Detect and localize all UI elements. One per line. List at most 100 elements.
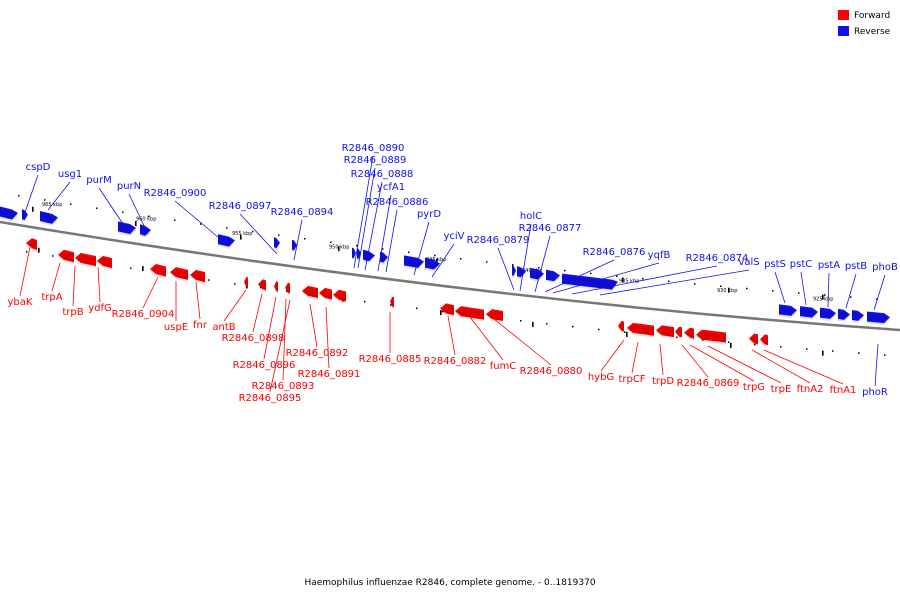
scale-dot [434, 254, 436, 257]
gene-arrow-shadow [749, 335, 758, 347]
gene-label-usg1: usg1 [58, 169, 82, 180]
gene-arrow-shadow [274, 283, 278, 294]
forward-gene-arrow [486, 309, 503, 322]
scale-tick [436, 258, 438, 264]
leader-line [431, 243, 455, 278]
gene-arrow-shadow [357, 250, 361, 261]
scale-tick [626, 331, 628, 337]
scale-dot [772, 290, 774, 292]
gene-label-r2846-0876: R2846_0876 [583, 247, 646, 258]
leader-line [827, 272, 830, 308]
gene-label-r2846-0897: R2846_0897 [209, 201, 272, 212]
reverse-gene-arrow [800, 306, 818, 318]
gene-arrow-shadow [302, 287, 318, 300]
scale-dot [564, 269, 566, 272]
scale-tick [728, 287, 730, 293]
gene-label-yqfb: yqfB [648, 250, 671, 261]
gene-label-phor: phoR [862, 387, 888, 398]
gene-arrow-shadow [517, 268, 526, 280]
scale-tick [730, 342, 732, 348]
leader-line [774, 271, 786, 304]
leader-line [239, 213, 278, 255]
scale-tick [822, 294, 824, 300]
gene-arrows [0, 206, 890, 348]
leader-line [493, 318, 552, 366]
scale-dot [876, 298, 878, 300]
forward-gene-arrow [749, 333, 758, 345]
leader-line [800, 271, 807, 306]
legend-reverse-label: Reverse [854, 27, 891, 37]
forward-gene-arrow [319, 287, 332, 300]
gene-arrow-shadow [26, 240, 37, 252]
gene-arrow-shadow [75, 254, 96, 269]
gene-arrow-shadow [244, 278, 248, 290]
gene-arrow-shadow [150, 266, 166, 279]
forward-gene-arrow [58, 249, 74, 263]
scale-dot [676, 336, 678, 339]
gene-label-r2846-0891: R2846_0891 [298, 369, 361, 380]
gene-arrow-shadow [684, 329, 694, 341]
scale-dot [538, 267, 540, 269]
legend-forward-swatch [838, 10, 849, 20]
gene-arrow-shadow [285, 284, 290, 296]
gene-arrow-shadow [404, 257, 424, 270]
legend-reverse-swatch [838, 26, 849, 36]
gene-label-r2846-0869: R2846_0869 [677, 378, 740, 389]
gene-arrow-shadow [190, 271, 205, 285]
scale-dot [486, 261, 488, 263]
gene-label-hybg: hybG [588, 372, 614, 383]
leader-line [659, 343, 664, 376]
forward-gene-arrow [75, 252, 96, 267]
gene-arrow-shadow [363, 251, 375, 264]
gene-label-r2846-0877: R2846_0877 [519, 223, 582, 234]
gene-arrow-shadow [258, 281, 266, 293]
scale-dot [572, 325, 574, 328]
leader-line [51, 262, 61, 292]
gene-arrow-shadow [292, 241, 297, 253]
gene-arrow-shadow [530, 269, 544, 282]
gene-arrow-shadow [97, 257, 112, 271]
scale-dot [234, 283, 236, 285]
gene-label-r2846-0889: R2846_0889 [344, 155, 407, 166]
gene-label-purm: purM [86, 175, 111, 186]
reverse-gene-arrow [140, 224, 151, 236]
scale-dot [382, 248, 384, 250]
leader-line [552, 262, 660, 294]
gene-arrow-shadow [852, 311, 864, 323]
gene-label-r2846-0895: R2846_0895 [239, 393, 302, 404]
forward-gene-arrow [618, 320, 624, 332]
gene-label-trpa: trpA [41, 292, 62, 303]
scale-dot [546, 323, 548, 325]
gene-arrow-shadow [779, 306, 797, 318]
leader-line [763, 349, 844, 385]
leader-line [325, 306, 330, 369]
scale-tick [822, 350, 824, 356]
scale-dot [364, 300, 366, 303]
gene-arrow-shadow [170, 269, 188, 282]
leader-line [142, 276, 159, 309]
forward-gene-arrow [627, 322, 654, 336]
reverse-gene-arrow [40, 211, 58, 224]
scale-dot [850, 296, 852, 298]
leader-line [357, 167, 376, 269]
scale-dot [200, 223, 202, 225]
leader-line [385, 209, 398, 273]
gene-arrow-shadow [867, 313, 890, 326]
scale-dot [226, 227, 228, 229]
leader-line [282, 298, 287, 381]
scale-dot [598, 328, 600, 331]
scale-dot [642, 278, 644, 280]
gene-label-pyrd: pyrD [417, 209, 441, 220]
reverse-gene-arrow [852, 309, 864, 321]
scale-dot [408, 251, 410, 254]
scale-dot [390, 304, 392, 306]
forward-gene-arrow [258, 279, 266, 291]
forward-gene-arrow [285, 282, 290, 294]
kbp-label: 925 kbp [813, 297, 833, 303]
scale-tick [38, 247, 40, 253]
leader-line [447, 315, 456, 356]
map-caption: Haemophilus influenzae R2846, complete g… [304, 578, 596, 588]
gene-arrow-shadow [820, 309, 836, 321]
scale-tick [338, 246, 340, 252]
scale-dot [720, 285, 722, 287]
